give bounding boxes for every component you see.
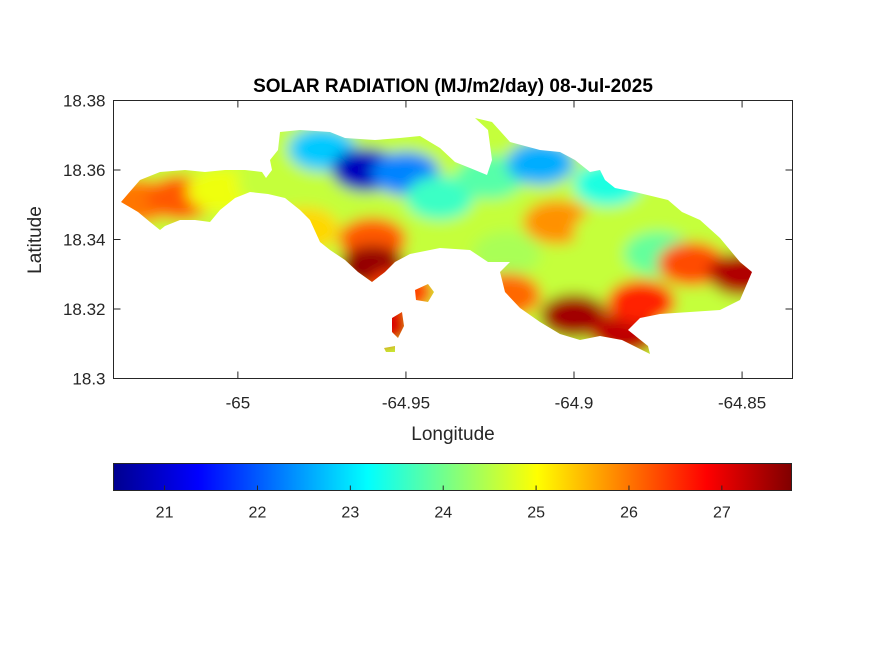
heatmap-cell-7 <box>405 175 474 220</box>
x-axis-label: Longitude <box>411 424 494 445</box>
heatmap-cell-23 <box>540 293 609 338</box>
heatmap-cell-21 <box>708 252 752 297</box>
y-tick-label: 18.3 <box>72 370 105 389</box>
colorbar <box>113 463 792 491</box>
x-tick-label: -64.95 <box>382 394 430 413</box>
x-tick-label: -64.85 <box>718 394 766 413</box>
colorbar-tick-label: 27 <box>713 505 731 522</box>
colorbar-ticks: 21 22 23 24 25 26 27 <box>156 485 731 522</box>
y-axis-ticks: 18.3 18.32 18.34 18.36 18.38 <box>63 92 793 389</box>
y-tick-label: 18.38 <box>63 92 106 111</box>
y-tick-label: 18.32 <box>63 300 106 319</box>
heatmap-cell-25 <box>607 280 676 325</box>
x-tick-label: -64.9 <box>555 394 594 413</box>
x-tick-label: -65 <box>226 394 251 413</box>
colorbar-tick-label: 24 <box>434 505 452 522</box>
y-tick-label: 18.34 <box>63 231 106 250</box>
heatmap-cell-18 <box>573 210 642 255</box>
chart-title: SOLAR RADIATION (MJ/m2/day) 08-Jul-2025 <box>253 76 653 97</box>
y-tick-label: 18.36 <box>63 161 106 180</box>
colorbar-tick-label: 21 <box>156 505 174 522</box>
y-axis-label: Latitude <box>25 206 46 274</box>
colorbar-tick-label: 26 <box>620 505 638 522</box>
colorbar-tick-label: 25 <box>527 505 545 522</box>
x-axis-ticks: -65 -64.95 -64.9 -64.85 <box>226 100 766 413</box>
colorbar-tick-label: 23 <box>341 505 359 522</box>
colorbar-tick-label: 22 <box>249 505 267 522</box>
heatmap-cell-9 <box>506 141 575 186</box>
